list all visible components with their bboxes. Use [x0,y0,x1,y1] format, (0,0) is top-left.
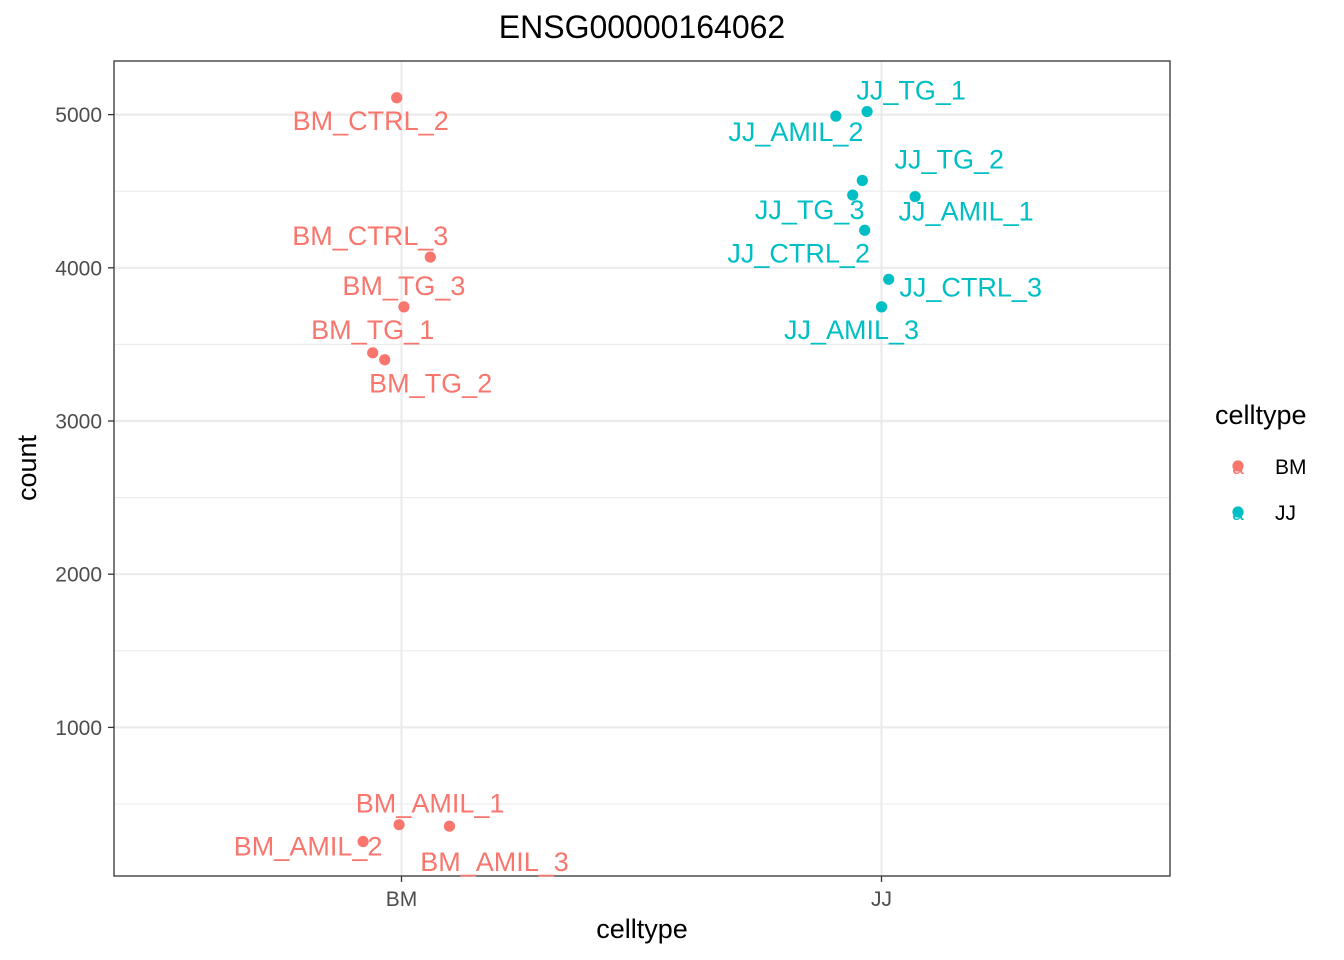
point-label: JJ_AMIL_3 [784,315,919,345]
data-point [859,224,871,236]
data-point [861,105,873,118]
legend-key-point [1232,506,1244,518]
y-tick-label: 4000 [55,257,102,280]
legend-label: BM [1275,456,1307,479]
x-tick-label: JJ [871,888,892,911]
legend: celltype a BM a JJ [1215,400,1307,525]
data-point [398,301,410,313]
legend-key-letter: a [1232,502,1244,525]
point-label: BM_AMIL_2 [234,832,383,862]
x-tick-label: BM [386,888,418,911]
point-label: BM_CTRL_2 [293,106,449,136]
data-point [367,347,379,359]
point-label: BM_AMIL_1 [356,789,505,819]
data-point [379,354,391,366]
point-label: JJ_CTRL_3 [899,272,1042,302]
point-label: BM_CTRL_3 [292,221,448,251]
point-label: BM_TG_1 [311,315,434,345]
point-label: JJ_TG_1 [856,76,966,106]
legend-key-letter: a [1232,456,1244,479]
point-label: BM_TG_3 [342,271,465,301]
x-axis-title: celltype [596,914,688,944]
data-point [875,301,888,313]
point-labels: BM_CTRL_2 BM_CTRL_3 BM_TG_3 BM_TG_1 BM_TG_2 B… [234,76,1042,878]
y-tick-label: 5000 [55,104,102,127]
chart-title: ENSG00000164062 [499,9,785,45]
data-points [357,92,921,848]
major-gridlines [114,61,1170,876]
data-point [909,190,921,203]
y-tick-label: 1000 [55,717,102,740]
data-point [424,251,436,263]
legend-entries: a BM a JJ [1232,456,1306,525]
x-axis: BM JJ [386,876,892,911]
point-label: JJ_TG_2 [895,144,1005,174]
y-axis: 1000 2000 3000 4000 5000 [55,104,114,740]
minor-gridlines [114,190,1170,805]
plot-panel-border [113,60,1171,877]
legend-label: JJ [1275,502,1296,525]
legend-key-point [1232,460,1244,472]
data-point [391,92,403,104]
data-point [393,819,405,831]
data-point [357,835,369,848]
data-point [883,273,895,285]
point-label: JJ_AMIL_1 [899,197,1034,227]
point-label: JJ_AMIL_2 [728,117,863,147]
data-point [847,189,859,201]
data-point [443,820,456,832]
legend-title: celltype [1215,400,1307,430]
point-label: JJ_CTRL_2 [727,238,870,268]
data-point [856,174,868,187]
data-point [830,110,842,122]
y-axis-title: count [12,434,42,501]
point-label: JJ_TG_3 [755,195,865,225]
point-label: BM_AMIL_3 [420,847,569,877]
point-label: BM_TG_2 [369,369,492,399]
y-tick-label: 3000 [55,411,102,434]
y-tick-label: 2000 [55,564,102,587]
